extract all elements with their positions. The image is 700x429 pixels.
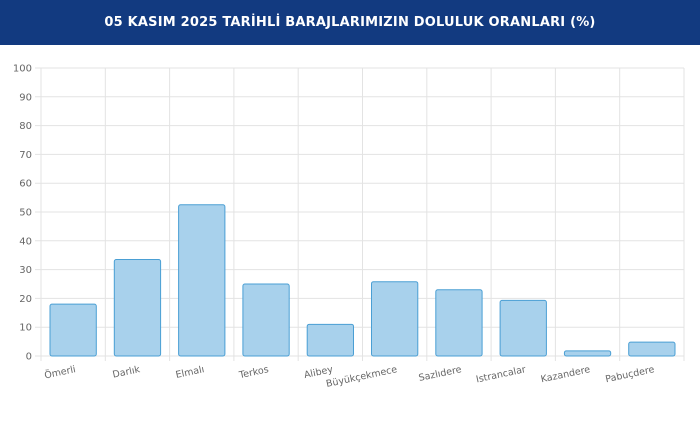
bar [113, 259, 162, 357]
x-category-label: Darlık [112, 364, 142, 381]
y-tick-label: 90 [19, 92, 32, 103]
y-tick-label: 50 [19, 208, 32, 219]
x-category-label: Ömerli [43, 364, 76, 381]
y-tick-label: 30 [19, 265, 32, 276]
bar [242, 283, 290, 357]
bar [371, 281, 419, 357]
y-tick-label: 20 [19, 294, 32, 305]
x-category-label: Sazlıdere [418, 364, 463, 384]
bar [563, 350, 612, 357]
x-category-label: Büyükçekmece [325, 364, 398, 390]
bar [435, 289, 483, 357]
x-category-label: Elmalı [175, 364, 206, 381]
y-tick-label: 10 [19, 323, 32, 334]
bar-chart: 0 10 20 30 40 50 60 70 80 90 100 Ömerli Darlık Elmalı… [13, 64, 685, 390]
y-tick-label: 100 [13, 64, 32, 75]
y-tick-label: 80 [19, 121, 32, 132]
x-category-label: Istrancalar [475, 364, 527, 385]
bar [306, 323, 354, 357]
x-category-label: Pabuçdere [604, 364, 655, 385]
x-category-label: Kazandere [540, 364, 591, 385]
chart-header: 05 KASIM 2025 TARİHLİ BARAJLARIMIZIN DOL… [0, 0, 700, 45]
bar [628, 341, 676, 357]
bar [178, 204, 226, 357]
y-tick-label: 60 [19, 179, 32, 190]
x-category-label: Terkos [237, 364, 270, 381]
y-tick-label: 70 [19, 150, 32, 161]
y-tick-label: 0 [26, 352, 32, 363]
chart-title: 05 KASIM 2025 TARİHLİ BARAJLARIMIZIN DOL… [104, 15, 596, 30]
y-tick-label: 40 [19, 236, 32, 247]
bar [49, 303, 97, 357]
bar [499, 299, 547, 357]
